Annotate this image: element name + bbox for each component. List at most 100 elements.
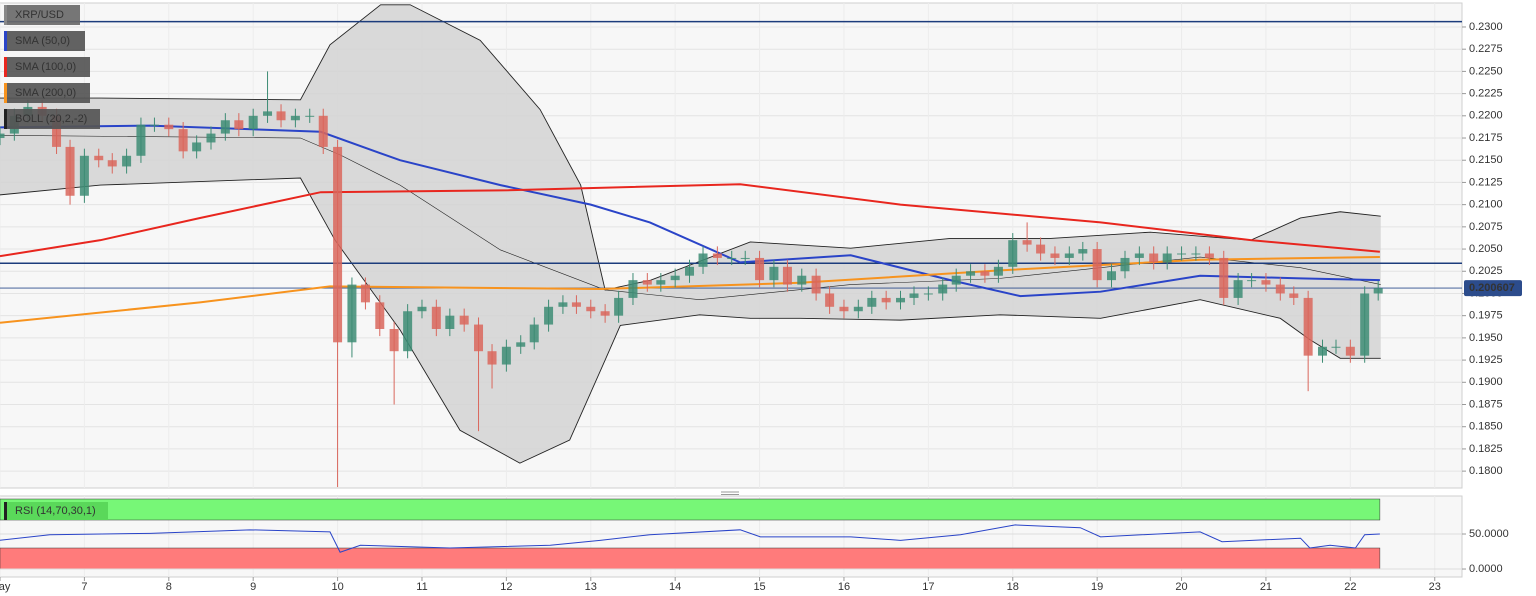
candle-body xyxy=(263,111,273,116)
candle-body xyxy=(360,284,370,303)
candle-body xyxy=(0,133,5,139)
candle-body xyxy=(782,266,792,285)
x-tick-label: 19 xyxy=(1091,581,1103,593)
candle-body xyxy=(839,306,849,312)
legend-label: SMA (100,0) xyxy=(15,61,76,73)
candle-body xyxy=(769,266,779,281)
candle-body xyxy=(164,124,174,130)
y-tick-label: 0.2250 xyxy=(1469,65,1503,77)
candle-body xyxy=(811,275,821,294)
y-tick-label: 0.1950 xyxy=(1469,332,1503,344)
candle-body xyxy=(685,266,695,276)
candle-body xyxy=(403,311,413,352)
x-tick-label: 11 xyxy=(416,581,427,593)
x-tick-label: 22 xyxy=(1344,581,1356,593)
y-tick-label: 0.2225 xyxy=(1469,88,1503,100)
candle-body xyxy=(656,280,666,285)
candle-body xyxy=(1134,253,1144,258)
candle-body xyxy=(938,284,948,294)
legend-label: SMA (50,0) xyxy=(15,35,70,47)
candle-body xyxy=(305,115,315,117)
y-tick-label: 0.2075 xyxy=(1469,221,1503,233)
candle-body xyxy=(670,275,680,281)
y-tick-label: 0.1825 xyxy=(1469,443,1503,455)
candle-body xyxy=(1191,253,1201,255)
pane-divider[interactable] xyxy=(721,491,739,495)
sma-line xyxy=(0,124,1380,298)
candle-body xyxy=(206,133,216,143)
legend-label: SMA (200,0) xyxy=(15,87,76,99)
candle-body xyxy=(980,271,990,276)
legend-swatch xyxy=(4,109,7,129)
candle-body xyxy=(558,302,568,307)
candle-body xyxy=(178,129,188,152)
legend-swatch xyxy=(4,502,7,520)
y-tick-label: 0.1800 xyxy=(1469,465,1503,477)
last-price-box xyxy=(1464,280,1522,297)
candle-body xyxy=(740,257,750,259)
x-tick-label: 12 xyxy=(500,581,512,593)
candle-body xyxy=(431,306,441,329)
sma-line xyxy=(0,183,1380,258)
y-tick-label: 0.0000 xyxy=(1469,563,1503,575)
candle-body xyxy=(993,266,1003,276)
x-tick-label: 23 xyxy=(1429,581,1441,593)
y-tick-label: 0.2050 xyxy=(1469,243,1503,255)
candle-body xyxy=(1261,280,1271,285)
candle-body xyxy=(1247,280,1257,282)
candle-body xyxy=(1120,257,1130,272)
x-tick-label: 14 xyxy=(669,581,681,593)
legend-swatch xyxy=(4,57,7,77)
candle-body xyxy=(516,342,526,347)
candle-body xyxy=(1162,253,1172,263)
candle-body xyxy=(755,257,765,281)
candle-body xyxy=(1219,257,1229,298)
y-tick-label: 0.1850 xyxy=(1469,421,1503,433)
candle-body xyxy=(966,271,976,276)
candle-body xyxy=(501,346,511,365)
candle-body xyxy=(52,115,62,147)
x-tick-label: 8 xyxy=(166,581,172,593)
x-tick-label: 18 xyxy=(1007,581,1019,593)
candle-body xyxy=(122,155,132,167)
candle-body xyxy=(727,257,737,259)
legend-box xyxy=(4,57,90,77)
x-tick-label: May xyxy=(0,581,11,593)
candle-body xyxy=(909,293,919,298)
rsi-zone xyxy=(0,547,1381,570)
y-tick-label: 0.2100 xyxy=(1469,199,1503,211)
y-tick-label: 0.1975 xyxy=(1469,310,1503,322)
y-tick-label: 50.0000 xyxy=(1469,528,1509,540)
candle-body xyxy=(192,142,202,152)
candle-body xyxy=(544,306,554,325)
candle-body xyxy=(867,297,877,307)
legend-label: XRP/USD xyxy=(15,9,64,21)
candle-body xyxy=(1331,346,1341,348)
candle-body xyxy=(1022,240,1032,245)
y-tick-label: 0.1925 xyxy=(1469,354,1503,366)
candle-body xyxy=(1177,253,1187,255)
candle-body xyxy=(445,315,455,329)
layers: 0.1800 0.1825 0.1850 0.1875 0.1900 0.1925 0.19… xyxy=(0,3,1522,593)
candle-body xyxy=(79,155,89,196)
candle-body xyxy=(248,115,258,130)
candle-body xyxy=(1303,297,1313,356)
candle-body xyxy=(614,297,624,316)
candle-body xyxy=(276,111,286,121)
candle-body xyxy=(1233,280,1243,298)
legend-box xyxy=(4,83,90,103)
y-tick-label: 0.2125 xyxy=(1469,176,1503,188)
candle-body xyxy=(923,293,933,295)
y-tick-label: 0.1900 xyxy=(1469,376,1503,388)
candle-body xyxy=(1064,253,1074,258)
x-tick-label: 7 xyxy=(81,581,87,593)
candle-body xyxy=(459,315,469,325)
candle-body xyxy=(487,351,497,365)
candle-body xyxy=(571,302,581,307)
candle-body xyxy=(220,120,230,134)
candle-body xyxy=(1204,253,1214,258)
y-tick-label: 0.1875 xyxy=(1469,398,1503,410)
candle-body xyxy=(1149,253,1159,263)
candle-body xyxy=(474,324,484,352)
